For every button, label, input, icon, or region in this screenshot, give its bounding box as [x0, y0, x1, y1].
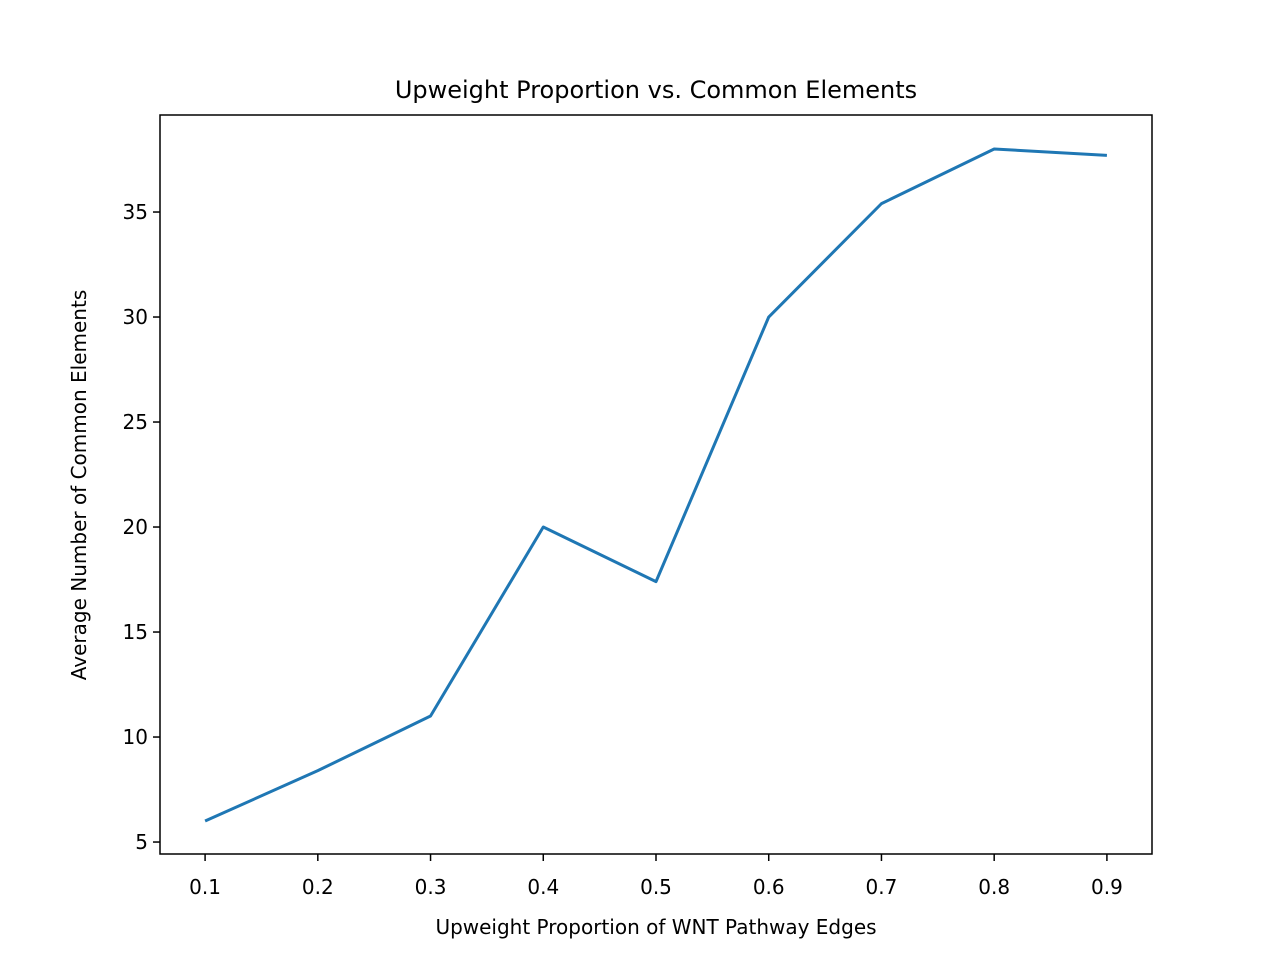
x-tick-label: 0.3 — [415, 875, 447, 899]
data-line — [204, 147, 1107, 823]
x-tick-label: 0.8 — [978, 875, 1010, 899]
y-tick-label: 30 — [123, 305, 148, 329]
plot-frame — [159, 114, 1153, 855]
y-axis-label: Average Number of Common Elements — [67, 290, 91, 680]
y-tick-label: 20 — [123, 515, 148, 539]
x-axis-label: Upweight Proportion of WNT Pathway Edges — [435, 915, 876, 939]
x-tick-label: 0.1 — [189, 875, 221, 899]
x-tick-label: 0.2 — [302, 875, 334, 899]
y-tick-label: 5 — [135, 830, 148, 854]
x-tick-label: 0.5 — [640, 875, 672, 899]
y-tick-label: 10 — [123, 725, 148, 749]
x-tick-label: 0.4 — [527, 875, 559, 899]
y-tick-label: 35 — [123, 200, 148, 224]
y-tick-label: 25 — [123, 410, 148, 434]
x-tick-label: 0.9 — [1091, 875, 1123, 899]
y-tick-label: 15 — [123, 620, 148, 644]
x-tick-label: 0.7 — [866, 875, 898, 899]
x-tick-label: 0.6 — [753, 875, 785, 899]
chart-title: Upweight Proportion vs. Common Elements — [395, 76, 917, 104]
